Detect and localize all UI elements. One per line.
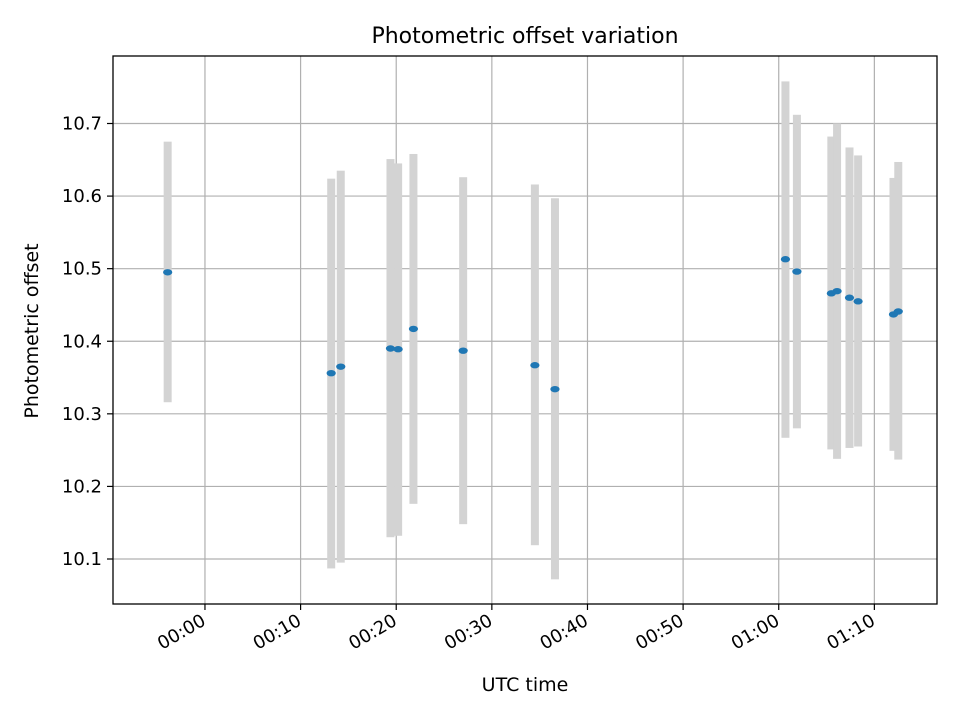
data-point <box>385 345 396 352</box>
data-point <box>893 308 903 315</box>
data-point <box>844 294 855 301</box>
y-axis: 10.1 10.2 10.3 10.4 10.5 10.6 10.7 <box>62 114 113 570</box>
y-tick-label: 10.3 <box>62 404 102 425</box>
y-tick-label: 10.1 <box>62 549 102 570</box>
data-point <box>163 269 173 276</box>
data-point <box>792 268 802 275</box>
y-axis-label: Photometric offset <box>21 243 43 418</box>
data-point <box>530 362 540 369</box>
y-tick-label: 10.5 <box>62 259 102 280</box>
chart-title: Photometric offset variation <box>371 24 678 49</box>
data-point <box>550 385 560 393</box>
data-point <box>780 256 791 263</box>
data-point <box>326 369 336 377</box>
axes-frame <box>112 55 938 605</box>
data-point <box>393 346 403 353</box>
y-tick-label: 10.6 <box>62 186 102 207</box>
data-point <box>408 325 419 333</box>
y-tick-label: 10.2 <box>62 476 102 497</box>
data-point <box>458 347 468 354</box>
data-point <box>853 298 863 305</box>
y-tick-label: 10.7 <box>62 114 102 135</box>
plot-frame <box>112 55 938 605</box>
marker-layer <box>163 256 903 393</box>
data-point <box>336 363 346 370</box>
y-tick-label: 10.4 <box>62 331 102 352</box>
data-point <box>832 287 842 295</box>
x-axis-label: UTC time <box>482 674 569 696</box>
